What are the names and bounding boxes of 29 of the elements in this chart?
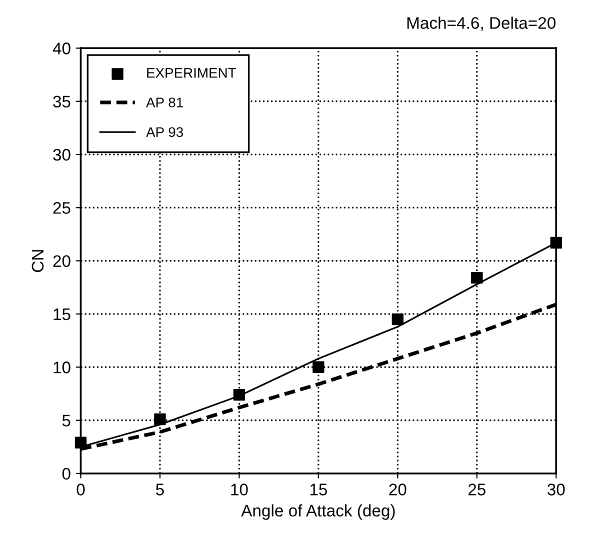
legend-label: AP 81 [146, 98, 183, 108]
chart-title: Mach=4.6, Delta=20 [407, 16, 556, 31]
x-tick-label: 5 [156, 484, 164, 496]
y-tick-label: 0 [62, 468, 70, 480]
y-tick-label: 30 [53, 148, 70, 161]
y-tick-label: 15 [54, 308, 70, 320]
point [392, 313, 404, 326]
point [74, 436, 87, 448]
legend-label: AP 93 [146, 127, 183, 138]
point [154, 413, 166, 426]
point [233, 388, 246, 401]
x-tick-label: 25 [468, 484, 486, 496]
point [312, 361, 324, 373]
x-tick-label: 0 [76, 484, 85, 496]
y-tick-label: 20 [53, 255, 70, 268]
x-axis-title: Angle of Attack (deg) [241, 504, 395, 520]
point [471, 272, 483, 284]
x-tick-label: 20 [389, 484, 406, 496]
x-tick-label: 15 [310, 484, 328, 496]
x-tick-label: 30 [548, 484, 565, 496]
y-tick-label: 40 [52, 42, 70, 54]
legend-label: EXPERIMENT [147, 68, 236, 78]
y-tick-label: 35 [53, 96, 70, 108]
y-tick-label: 10 [54, 362, 70, 374]
x-tick-label: 10 [231, 484, 248, 496]
point [550, 236, 562, 249]
y-tick-label: 5 [62, 414, 70, 427]
y-axis-title: CN [32, 250, 44, 272]
y-tick-label: 25 [53, 202, 70, 214]
